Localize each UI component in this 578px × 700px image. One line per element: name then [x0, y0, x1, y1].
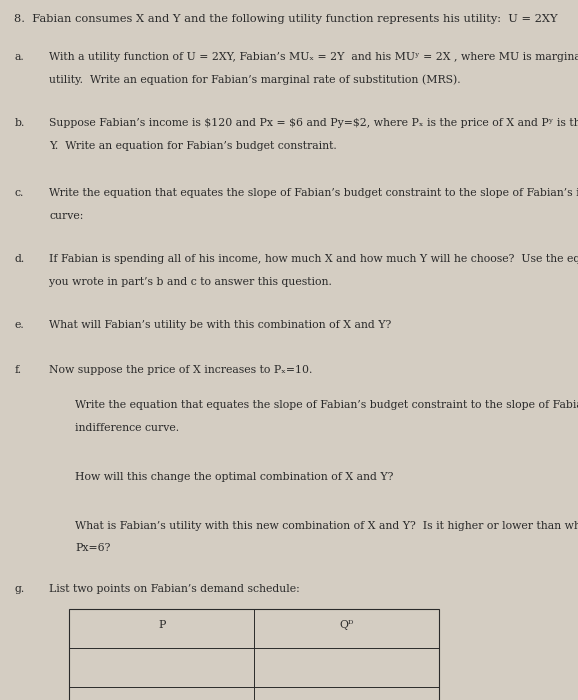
Text: Qᴰ: Qᴰ	[339, 620, 354, 631]
Text: you wrote in part’s b and c to answer this question.: you wrote in part’s b and c to answer th…	[49, 276, 332, 286]
Text: P: P	[158, 620, 165, 631]
Text: Write the equation that equates the slope of Fabian’s budget constraint to the s: Write the equation that equates the slop…	[49, 188, 578, 198]
Text: e.: e.	[14, 320, 24, 330]
Bar	[69, 609, 439, 700]
Text: utility.  Write an equation for Fabian’s marginal rate of substitution (MRS).: utility. Write an equation for Fabian’s …	[49, 75, 461, 85]
Text: Y.  Write an equation for Fabian’s budget constraint.: Y. Write an equation for Fabian’s budget…	[49, 141, 337, 150]
Text: curve:: curve:	[49, 211, 83, 220]
Text: d.: d.	[14, 254, 25, 264]
Text: Now suppose the price of X increases to Pₓ=10.: Now suppose the price of X increases to …	[49, 365, 313, 375]
Text: If Fabian is spending all of his income, how much X and how much Y will he choos: If Fabian is spending all of his income,…	[49, 254, 578, 264]
Text: a.: a.	[14, 52, 24, 62]
Text: indifference curve.: indifference curve.	[75, 423, 179, 433]
Text: Px=6?: Px=6?	[75, 543, 110, 553]
Text: List two points on Fabian’s demand schedule:: List two points on Fabian’s demand sched…	[49, 584, 300, 594]
Text: c.: c.	[14, 188, 24, 198]
Text: Suppose Fabian’s income is $120 and Px = $6 and Py=$2, where Pₓ is the price of : Suppose Fabian’s income is $120 and Px =…	[49, 118, 578, 128]
Text: What is Fabian’s utility with this new combination of X and Y?  Is it higher or : What is Fabian’s utility with this new c…	[75, 521, 578, 531]
Text: Write the equation that equates the slope of Fabian’s budget constraint to the s: Write the equation that equates the slop…	[75, 400, 578, 410]
Text: 8.  Fabian consumes X and Y and the following utility function represents his ut: 8. Fabian consumes X and Y and the follo…	[14, 14, 558, 24]
Text: f.: f.	[14, 365, 21, 375]
Text: b.: b.	[14, 118, 25, 128]
Text: What will Fabian’s utility be with this combination of X and Y?: What will Fabian’s utility be with this …	[49, 320, 391, 330]
Text: With a utility function of U = 2XY, Fabian’s MUₓ = 2Y  and his MUʸ = 2X , where : With a utility function of U = 2XY, Fabi…	[49, 52, 578, 62]
Text: g.: g.	[14, 584, 25, 594]
Text: How will this change the optimal combination of X and Y?: How will this change the optimal combina…	[75, 472, 394, 482]
